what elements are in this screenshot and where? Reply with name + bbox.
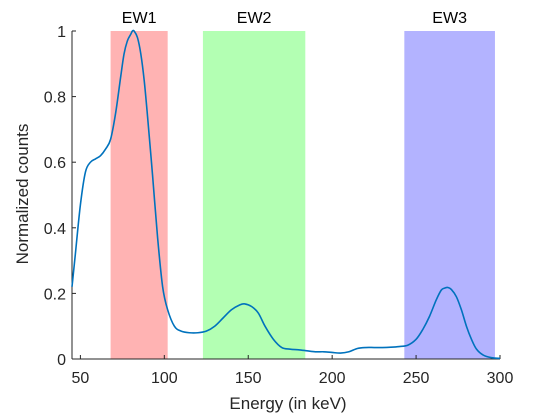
series-line-1 (71, 29, 501, 360)
y-tick-label: 1 (57, 24, 66, 41)
energy-window-1 (110, 31, 168, 359)
y-tick-label: 0.8 (44, 90, 66, 107)
x-axis-title: Energy (in keV) (229, 394, 346, 413)
x-tick-label: 300 (487, 370, 514, 387)
series-layer (71, 29, 501, 360)
x-tick-label: 250 (403, 370, 430, 387)
y-tick-label: 0 (57, 352, 66, 369)
y-tick-label: 0.6 (44, 155, 66, 172)
energy-window-3 (404, 31, 495, 359)
y-tick-label: 0.4 (44, 221, 66, 238)
axes: 50 100 150 200 250 300 0 0.2 0.4 0.6 0.8 1 (44, 24, 514, 387)
y-axis-title: Normalized counts (13, 124, 32, 265)
energy-window-2 (202, 31, 306, 359)
x-tick-label: 200 (319, 370, 346, 387)
x-tick-label: 150 (235, 370, 262, 387)
energy-window-label-2: EW2 (237, 10, 272, 27)
energy-windows: EW1 EW2 EW3 (110, 10, 495, 359)
energy-window-label-3: EW3 (432, 10, 467, 27)
energy-window-label-1: EW1 (122, 10, 157, 27)
x-tick-label: 50 (71, 370, 89, 387)
x-tick-label: 100 (151, 370, 178, 387)
y-tick-label: 0.2 (44, 286, 66, 303)
